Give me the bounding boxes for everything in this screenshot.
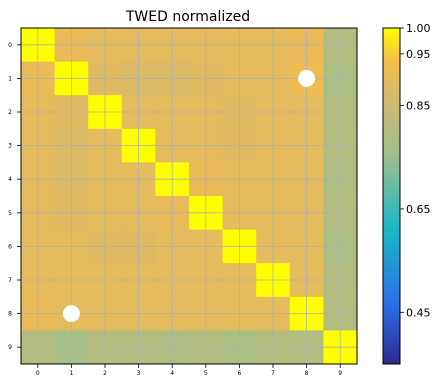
grid-lines — [21, 28, 357, 364]
colorbar-tick-label: 0.95 — [406, 48, 431, 61]
colorbar: 1.00 0.95 0.85 0.65 0.45 — [382, 22, 431, 365]
colorbar-tick-label: 0.85 — [406, 100, 431, 113]
x-axis: 0 1 2 3 4 5 6 7 8 9 — [36, 364, 342, 376]
x-tick-label: 0 — [36, 370, 40, 376]
x-tick-label: 1 — [69, 370, 73, 376]
y-tick-label: 9 — [8, 344, 12, 351]
y-tick-label: 4 — [8, 176, 12, 183]
x-tick-label: 5 — [204, 370, 208, 376]
heatmap-markers — [62, 69, 316, 323]
y-tick-label: 3 — [8, 143, 12, 150]
y-tick-label: 7 — [8, 277, 12, 284]
chart-title: TWED normalized — [125, 9, 250, 25]
marker-circle — [298, 69, 316, 87]
y-tick-label: 8 — [8, 311, 12, 318]
x-tick-label: 4 — [170, 370, 174, 376]
plot-frame — [20, 27, 358, 365]
x-tick-label: 7 — [271, 370, 275, 376]
y-tick-label: 6 — [8, 243, 12, 250]
y-axis: 0 1 2 3 4 5 6 7 8 9 — [8, 42, 21, 351]
y-tick-label: 1 — [8, 75, 12, 82]
x-tick-label: 8 — [305, 370, 309, 376]
colorbar-gradient — [382, 27, 401, 365]
colorbar-tick-label: 1.00 — [406, 22, 431, 35]
x-tick-label: 2 — [103, 370, 107, 376]
marker-circle — [62, 305, 80, 323]
colorbar-ticks: 1.00 0.95 0.85 0.65 0.45 — [400, 22, 431, 319]
y-tick-label: 5 — [8, 210, 12, 217]
x-tick-label: 9 — [338, 370, 342, 376]
colorbar-tick-label: 0.65 — [406, 203, 431, 216]
x-tick-label: 6 — [237, 370, 241, 376]
y-tick-label: 2 — [8, 109, 12, 116]
y-tick-label: 0 — [8, 42, 12, 49]
colorbar-tick-label: 0.45 — [406, 306, 431, 319]
x-tick-label: 3 — [137, 370, 141, 376]
